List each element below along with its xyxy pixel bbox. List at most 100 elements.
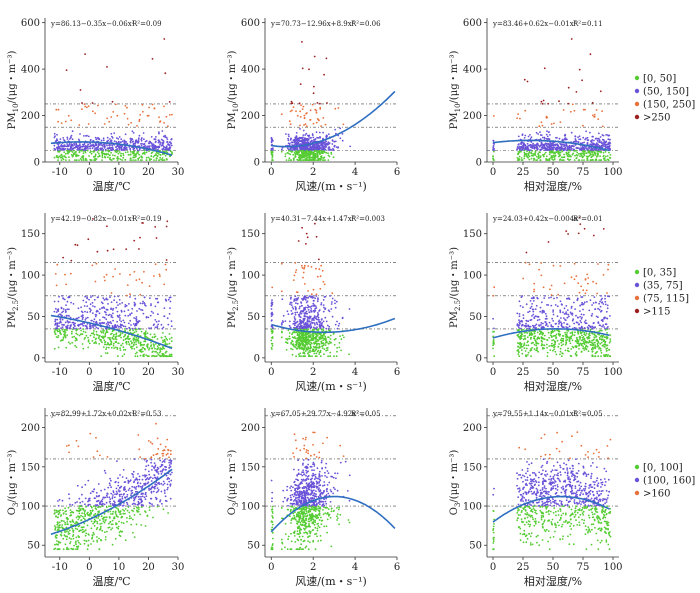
- scatter-point: [315, 159, 317, 162]
- scatter-point: [111, 144, 114, 147]
- scatter-point: [157, 353, 160, 356]
- scatter-point: [76, 333, 79, 336]
- scatter-point: [135, 147, 138, 150]
- scatter-point: [170, 340, 173, 343]
- scatter-point: [78, 159, 80, 162]
- scatter-point: [134, 352, 137, 355]
- scatter-point: [310, 148, 312, 150]
- scatter-point: [65, 326, 68, 329]
- scatter-point: [329, 355, 332, 358]
- scatter-point: [293, 321, 296, 323]
- scatter-point: [113, 338, 115, 341]
- scatter-point: [81, 318, 84, 320]
- scatter-point: [288, 337, 291, 340]
- scatter-point: [82, 159, 85, 162]
- scatter-point: [137, 339, 140, 342]
- scatter-point: [304, 345, 307, 348]
- scatter-point: [103, 310, 106, 313]
- scatter-point: [149, 297, 151, 299]
- scatter-point: [295, 355, 297, 358]
- scatter-point: [318, 145, 321, 148]
- scatter-point: [65, 159, 67, 162]
- scatter-point: [111, 309, 114, 311]
- scatter-point: [521, 345, 524, 348]
- scatter-point: [290, 304, 293, 306]
- scatter-point: [319, 326, 321, 329]
- scatter-point: [138, 134, 141, 137]
- scatter-point: [163, 340, 166, 342]
- scatter-point: [327, 342, 330, 345]
- scatter-point: [323, 296, 326, 298]
- scatter-point: [553, 122, 555, 125]
- scatter-point: [595, 148, 597, 151]
- scatter-point: [305, 342, 307, 345]
- scatter-point: [123, 310, 126, 313]
- x-tick-label: 4: [352, 167, 358, 178]
- scatter-point: [316, 315, 319, 318]
- scatter-point: [100, 355, 103, 358]
- scatter-point: [159, 154, 162, 156]
- scatter-point: [127, 123, 130, 126]
- scatter-point: [92, 143, 94, 146]
- scatter-point: [79, 327, 82, 330]
- scatter-point: [557, 147, 560, 150]
- scatter-point: [538, 157, 540, 159]
- scatter-point: [329, 338, 332, 340]
- scatter-point: [335, 146, 338, 149]
- scatter-point: [307, 156, 309, 159]
- scatter-point: [79, 157, 82, 160]
- scatter-point: [299, 140, 302, 143]
- scatter-point: [316, 323, 319, 326]
- scatter-point: [133, 270, 136, 273]
- scatter-point: [541, 102, 544, 105]
- x-tick-label: 100: [603, 167, 622, 178]
- scatter-point: [106, 66, 108, 68]
- scatter-point: [77, 147, 80, 150]
- scatter-point: [330, 341, 332, 344]
- scatter-point: [153, 159, 155, 162]
- scatter-point: [61, 311, 63, 314]
- scatter-point: [132, 148, 135, 151]
- scatter-point: [310, 346, 312, 349]
- scatter-point: [149, 333, 152, 336]
- scatter-point: [162, 346, 165, 349]
- scatter-point: [170, 138, 173, 140]
- scatter-point: [525, 148, 528, 151]
- scatter-point: [592, 159, 594, 162]
- scatter-point: [78, 148, 81, 151]
- scatter-point: [94, 315, 97, 318]
- scatter-point: [315, 334, 318, 337]
- scatter-point: [84, 336, 86, 339]
- x-tick-label: 0: [268, 367, 274, 378]
- scatter-point: [295, 135, 298, 138]
- scatter-point: [316, 149, 319, 152]
- scatter-point: [270, 315, 273, 317]
- scatter-point: [575, 139, 577, 142]
- scatter-point: [298, 307, 301, 310]
- scatter-point: [164, 263, 167, 266]
- scatter-point: [107, 149, 109, 152]
- scatter-point: [59, 156, 62, 159]
- scatter-point: [596, 140, 599, 142]
- scatter-point: [295, 302, 297, 305]
- scatter-point: [119, 349, 122, 351]
- scatter-point: [166, 343, 169, 346]
- scatter-point: [609, 157, 612, 159]
- scatter-point: [128, 146, 131, 148]
- scatter-point: [89, 334, 92, 337]
- scatter-point: [313, 341, 315, 344]
- scatter-point: [536, 319, 539, 322]
- scatter-point: [114, 325, 117, 327]
- scatter-point: [304, 147, 307, 150]
- scatter-point: [102, 137, 105, 140]
- scatter-point: [134, 297, 137, 300]
- scatter-point: [564, 134, 567, 137]
- scatter-point: [86, 327, 88, 329]
- scatter-point: [556, 339, 559, 342]
- scatter-point: [151, 103, 154, 106]
- scatter-point: [528, 158, 531, 161]
- scatter-point: [315, 344, 318, 346]
- scatter-point: [159, 156, 162, 159]
- scatter-point: [335, 355, 338, 358]
- scatter-point: [290, 343, 293, 345]
